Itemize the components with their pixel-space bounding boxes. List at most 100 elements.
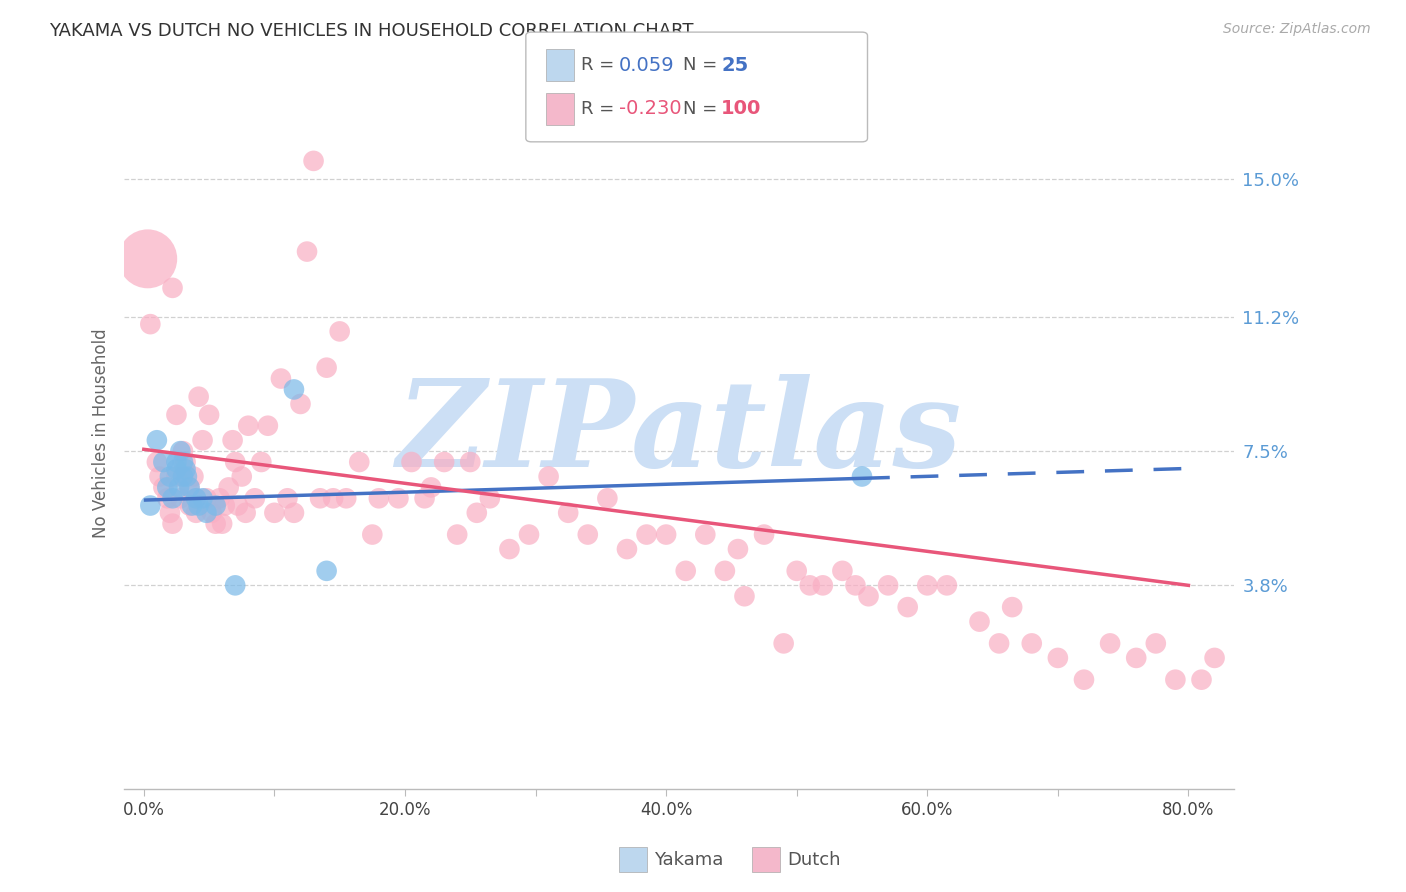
Y-axis label: No Vehicles in Household: No Vehicles in Household — [93, 328, 110, 538]
Point — [897, 600, 920, 615]
Point — [218, 480, 240, 494]
Point — [172, 455, 194, 469]
Point — [616, 542, 638, 557]
Point — [537, 469, 560, 483]
Point — [250, 455, 273, 469]
Point — [179, 480, 201, 494]
Point — [176, 469, 198, 483]
Point — [263, 506, 285, 520]
Point — [283, 383, 305, 397]
Point — [446, 527, 468, 541]
Point — [811, 578, 834, 592]
Point — [235, 506, 257, 520]
Point — [988, 636, 1011, 650]
Point — [1073, 673, 1095, 687]
Point — [169, 444, 191, 458]
Point — [152, 480, 174, 494]
Text: Source: ZipAtlas.com: Source: ZipAtlas.com — [1223, 22, 1371, 37]
Point — [152, 455, 174, 469]
Point — [148, 469, 170, 483]
Point — [1001, 600, 1024, 615]
Point — [224, 455, 246, 469]
Point — [165, 455, 187, 469]
Point — [413, 491, 436, 506]
Point — [752, 527, 775, 541]
Point — [179, 499, 201, 513]
Point — [201, 506, 224, 520]
Point — [675, 564, 697, 578]
Point — [283, 506, 305, 520]
Point — [156, 480, 179, 494]
Point — [335, 491, 357, 506]
Point — [727, 542, 749, 557]
Point — [1164, 673, 1187, 687]
Point — [858, 589, 880, 603]
Text: YAKAMA VS DUTCH NO VEHICLES IN HOUSEHOLD CORRELATION CHART: YAKAMA VS DUTCH NO VEHICLES IN HOUSEHOLD… — [49, 22, 693, 40]
Point — [1144, 636, 1167, 650]
Point — [329, 325, 352, 339]
Point — [165, 408, 187, 422]
Point — [136, 252, 159, 266]
Point — [290, 397, 312, 411]
Point — [146, 434, 169, 448]
Point — [167, 480, 190, 494]
Point — [224, 578, 246, 592]
Point — [1191, 673, 1213, 687]
Point — [478, 491, 501, 506]
Point — [191, 491, 214, 506]
Point — [211, 516, 233, 531]
Point — [183, 469, 205, 483]
Point — [184, 491, 207, 506]
Point — [309, 491, 332, 506]
Point — [159, 469, 181, 483]
Point — [191, 434, 214, 448]
Point — [184, 491, 207, 506]
Point — [799, 578, 821, 592]
Point — [655, 527, 678, 541]
Point — [146, 455, 169, 469]
Text: Yakama: Yakama — [654, 851, 723, 869]
Point — [187, 390, 209, 404]
Point — [139, 499, 162, 513]
Point — [517, 527, 540, 541]
Point — [162, 516, 184, 531]
Text: -0.230: -0.230 — [619, 99, 682, 119]
Point — [181, 499, 204, 513]
Point — [917, 578, 939, 592]
Point — [195, 506, 218, 520]
Point — [172, 444, 194, 458]
Point — [169, 491, 191, 506]
Point — [179, 480, 201, 494]
Point — [238, 418, 260, 433]
Point — [969, 615, 991, 629]
Text: 25: 25 — [721, 55, 748, 75]
Point — [295, 244, 318, 259]
Point — [270, 371, 292, 385]
Point — [315, 360, 337, 375]
Point — [349, 455, 371, 469]
Point — [204, 499, 226, 513]
Point — [198, 408, 221, 422]
Point — [204, 516, 226, 531]
Point — [156, 491, 179, 506]
Point — [243, 491, 266, 506]
Point — [159, 506, 181, 520]
Text: 0.059: 0.059 — [619, 55, 675, 75]
Point — [214, 499, 236, 513]
Point — [636, 527, 658, 541]
Point — [322, 491, 344, 506]
Point — [187, 499, 209, 513]
Point — [139, 317, 162, 331]
Point — [596, 491, 619, 506]
Point — [208, 491, 231, 506]
Point — [420, 480, 443, 494]
Point — [162, 491, 184, 506]
Point — [257, 418, 280, 433]
Point — [367, 491, 389, 506]
Text: N =: N = — [683, 56, 723, 74]
Point — [786, 564, 808, 578]
Point — [387, 491, 409, 506]
Point — [1046, 651, 1069, 665]
Text: ZIPatlas: ZIPatlas — [396, 374, 962, 492]
Point — [1125, 651, 1147, 665]
